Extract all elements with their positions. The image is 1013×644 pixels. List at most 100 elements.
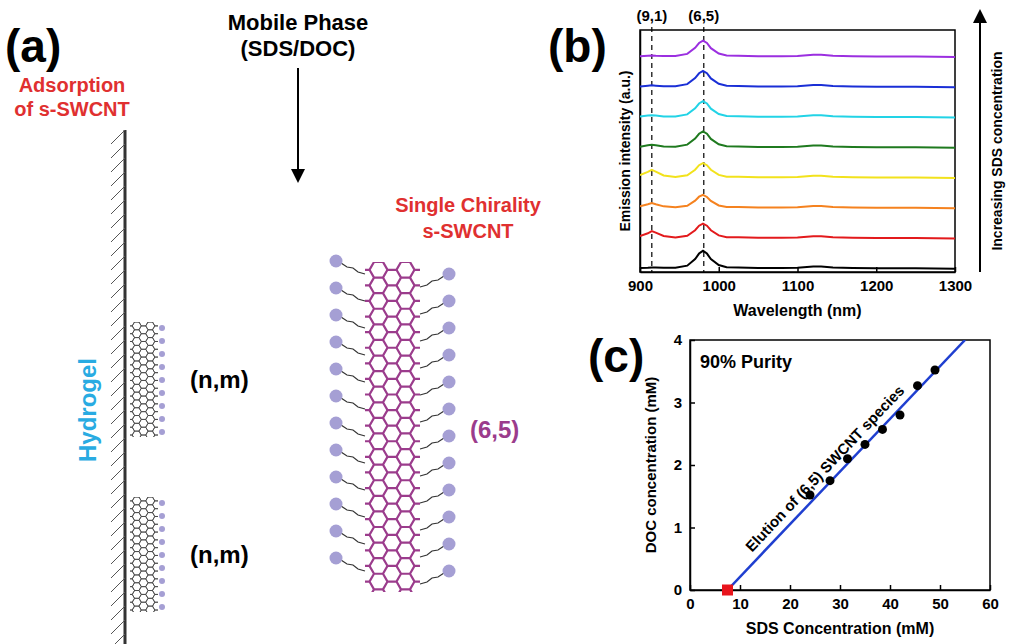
panel-c: (c)01020304050600123490% PurityElution o…	[588, 330, 999, 637]
surfactant-head	[159, 539, 165, 545]
surfactant-head	[330, 309, 343, 322]
spectrum-line	[640, 71, 955, 87]
surfactant-head	[443, 295, 456, 308]
data-point	[878, 425, 887, 434]
x-tick-mark	[790, 585, 792, 590]
surfactant-tail	[341, 533, 365, 544]
surfactant-head	[443, 403, 456, 416]
y-axis-title: Emission intensity (a.u.)	[617, 70, 633, 231]
adsorption-label: of s-SWCNT	[14, 98, 130, 120]
data-point	[722, 585, 733, 596]
surfactant-head	[330, 471, 343, 484]
surfactant-head	[443, 322, 456, 335]
surfactant-tail	[341, 479, 365, 490]
plot-frame	[640, 30, 955, 272]
surfactant-head	[330, 525, 343, 538]
surfactant-tail	[420, 546, 444, 557]
surfactant-head	[330, 282, 343, 295]
y-axis: 01234	[674, 331, 695, 598]
x-tick: 40	[882, 585, 899, 612]
surfactant-head	[443, 511, 456, 524]
nanotube-lattice	[130, 322, 158, 437]
surfactant-tail	[341, 344, 365, 355]
surfactant-tail	[420, 303, 444, 314]
x-tick-label: 0	[686, 595, 694, 612]
y-tick-mark	[690, 340, 695, 342]
surfactant-tail	[420, 411, 444, 422]
x-tick-label: 40	[882, 595, 899, 612]
surfactant-head	[159, 552, 165, 558]
spectrum-line	[640, 131, 955, 147]
trend-arrow	[979, 16, 981, 272]
surfactant-tail	[420, 384, 444, 395]
nanotube	[130, 497, 158, 612]
y-tick: 4	[674, 331, 695, 348]
surfactant-tail	[341, 506, 365, 517]
x-tick: 10	[732, 585, 749, 612]
x-tick-label: 1200	[860, 277, 893, 294]
surfactant-tail	[341, 398, 365, 409]
surfactant-head	[159, 338, 165, 344]
trend-label: Increasing SDS concentration	[989, 51, 1005, 250]
surfactant-head	[159, 351, 165, 357]
x-tick-mark	[719, 267, 721, 272]
x-tick-mark	[890, 585, 892, 590]
surfactant-head	[159, 325, 165, 331]
nanotube-lattice	[365, 262, 420, 592]
surfactant-tail	[341, 371, 365, 382]
x-axis-title: SDS Concentration (mM)	[746, 620, 934, 637]
x-tick-label: 1000	[703, 277, 736, 294]
y-tick-label: 3	[674, 394, 682, 411]
surfactant-tail	[420, 492, 444, 503]
series-group	[640, 41, 955, 269]
surfactant-tail	[420, 465, 444, 476]
x-tick: 1200	[860, 267, 893, 294]
x-tick-label: 20	[782, 595, 799, 612]
single-chirality-label: s-SWCNT	[422, 220, 513, 242]
tube-label: (n,m)	[190, 366, 249, 393]
surfactant-head	[330, 390, 343, 403]
surfactant-head	[330, 417, 343, 430]
x-tick-label: 50	[932, 595, 949, 612]
single-chirality-label: Single Chirality	[395, 194, 541, 216]
surfactant-head	[330, 255, 343, 268]
panel-label: (c)	[588, 330, 644, 382]
purity-label: 90% Purity	[700, 352, 792, 372]
surfactant-head	[159, 429, 165, 435]
reference-line	[651, 27, 652, 272]
y-tick-label: 4	[674, 331, 683, 348]
surfactant-tail	[420, 357, 444, 368]
x-tick: 1000	[703, 267, 736, 294]
spectrum-line	[640, 195, 955, 208]
hydrogel-wall	[124, 130, 127, 644]
surfactant-head	[443, 349, 456, 362]
y-tick-label: 1	[674, 519, 682, 536]
x-tick: 60	[982, 585, 999, 612]
x-axis: 9001000110012001300	[628, 267, 972, 294]
surfactant-head	[443, 376, 456, 389]
panel-label: (a)	[5, 20, 61, 72]
surfactant-head	[330, 444, 343, 457]
x-tick: 30	[832, 585, 849, 612]
x-tick-label: 1100	[782, 277, 815, 294]
panel-label: (b)	[548, 20, 607, 72]
surfactant-head	[443, 268, 456, 281]
surfactant-tail	[420, 519, 444, 530]
x-tick-label: 60	[982, 595, 999, 612]
surfactant-head	[330, 552, 343, 565]
y-tick-mark	[690, 402, 695, 404]
surfactant-head	[443, 565, 456, 578]
y-tick-mark	[690, 527, 695, 529]
tube-label: (n,m)	[190, 541, 249, 568]
y-tick-mark	[690, 465, 695, 467]
surfactant-head	[159, 604, 165, 610]
x-tick-mark	[840, 585, 842, 590]
x-tick-mark	[990, 585, 992, 590]
adsorption-label: Adsorption	[19, 74, 126, 96]
reference-label: (6,5)	[688, 7, 719, 24]
x-tick: 20	[782, 585, 799, 612]
y-tick-mark	[690, 590, 695, 592]
surfactant-head	[443, 430, 456, 443]
surfactant-tail	[341, 452, 365, 463]
surfactant-head	[159, 364, 165, 370]
